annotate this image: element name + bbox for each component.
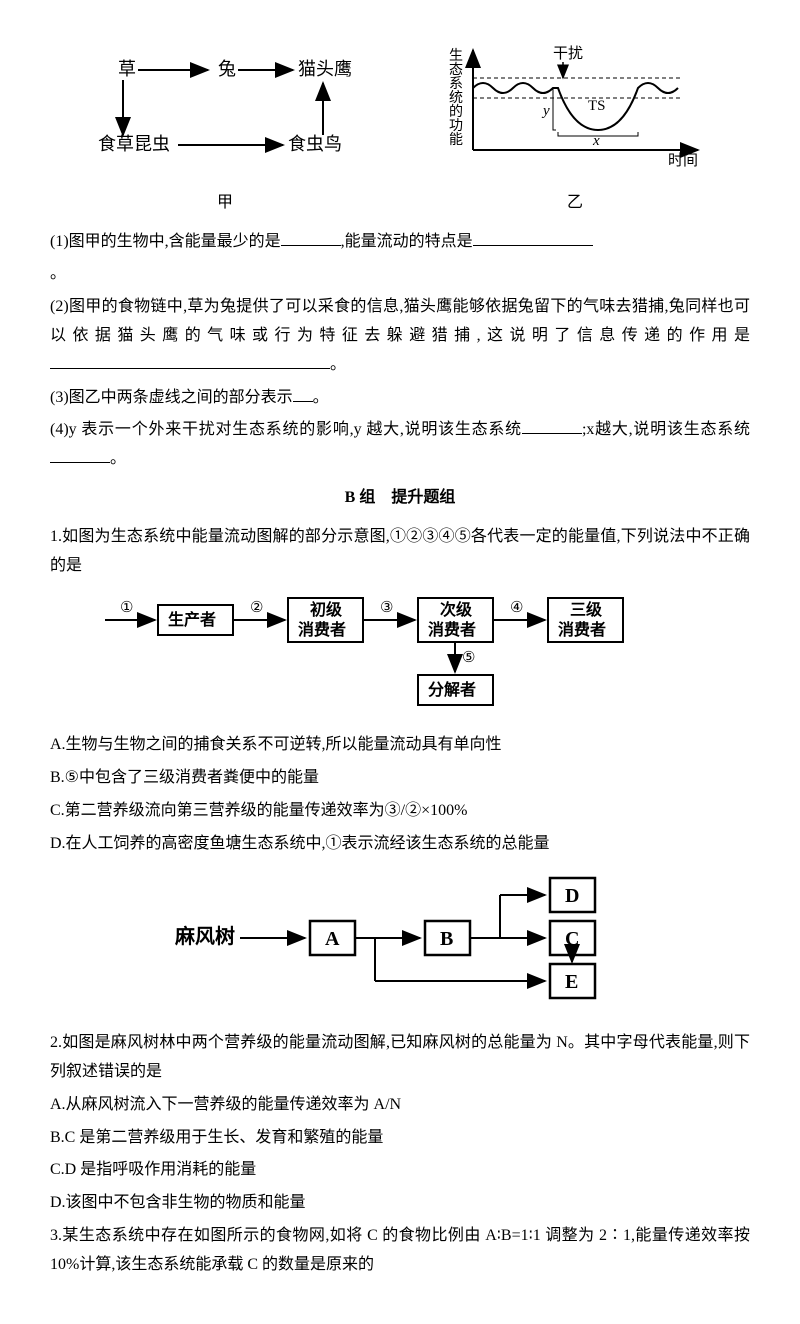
q1-text: (1)图甲的生物中,含能量最少的是 [50,233,281,250]
flow1-svg: ① 生产者 ② 初级 消费者 ③ 次级 消费者 ④ 三级 消费者 ⑤ 分解者 [100,590,700,710]
flow1-n3: ③ [380,600,393,616]
flow-diagram-1: ① 生产者 ② 初级 消费者 ③ 次级 消费者 ④ 三级 消费者 ⑤ 分解者 [50,590,750,721]
q3-text: (3)图乙中两条虚线之间的部分表示 [50,389,293,406]
q4-blank2 [50,446,110,463]
figure-row: 草 兔 猫头鹰 食草昆虫 食虫鸟 生态系统的功能 [50,40,750,181]
yi-xaxis: 时间 [668,152,698,169]
q1-line: (1)图甲的生物中,含能量最少的是 ,能量流动的特点是 [50,228,750,257]
b1-text: 1.如图为生态系统中能量流动图解的部分示意图,①②③④⑤各代表一定的能量值,下列… [50,523,750,581]
yi-ts: TS [588,98,606,114]
flow1-n4: ④ [510,600,523,616]
jia-bird: 食虫鸟 [288,134,342,154]
label-jia: 甲 [217,189,233,218]
figure-jia: 草 兔 猫头鹰 食草昆虫 食虫鸟 [88,50,368,181]
flow1-b3a: 次级 [440,600,473,619]
figure-yi: 生态系统的功能 时间 干扰 TS y x [443,40,713,181]
jia-grass: 草 [118,59,136,79]
q4-blank1 [522,417,582,434]
jia-owl: 猫头鹰 [298,59,352,79]
flow1-b3b: 消费者 [428,620,476,639]
flow2-svg: 麻风树 A B D C E [160,873,640,1003]
jia-rabbit: 兔 [218,59,236,79]
flow1-b1: 生产者 [168,610,216,629]
q2-line: (2)图甲的食物链中,草为兔提供了可以采食的信息,猫头鹰能够依据兔留下的气味去猎… [50,293,750,379]
section-b-title: B 组 提升题组 [50,484,750,513]
q1-blank2 [473,229,593,246]
yi-y: y [541,103,550,119]
yi-disturb: 干扰 [553,45,583,62]
q1-period: 。 [50,260,750,289]
q3-period: 。 [313,389,329,406]
q4b-text: ;x越大,说明该生态系统 [582,421,750,438]
b2-text: 2.如图是麻风树林中两个营养级的能量流动图解,已知麻风树的总能量为 N。其中字母… [50,1029,750,1087]
b2d: D.该图中不包含非生物的物质和能量 [50,1189,750,1218]
flow1-n5: ⑤ [462,650,475,666]
q1b-text: ,能量流动的特点是 [341,233,473,250]
flow1-n2: ② [250,600,263,616]
flow2-B: B [440,928,453,950]
figure-yi-svg: 生态系统的功能 时间 干扰 TS y x [443,40,713,170]
b2a: A.从麻风树流入下一营养级的能量传递效率为 A/N [50,1091,750,1120]
yi-yaxis: 生态系统的功能 [449,48,463,148]
q2-blank [50,352,330,369]
yi-x: x [592,133,600,149]
flow1-n1: ① [120,600,133,616]
flow1-b5: 分解者 [428,680,476,699]
b2b: B.C 是第二营养级用于生长、发育和繁殖的能量 [50,1124,750,1153]
q1-blank1 [281,229,341,246]
flow1-b4a: 三级 [570,600,603,619]
figure-labels: 甲 乙 [50,189,750,218]
q3-blank [293,385,313,402]
q2-period: 。 [330,356,346,373]
q4-line: (4)y 表示一个外来干扰对生态系统的影响,y 越大,说明该生态系统 ;x越大,说… [50,416,750,474]
b1d: D.在人工饲养的高密度鱼塘生态系统中,①表示流经该生态系统的总能量 [50,830,750,859]
flow1-b2a: 初级 [310,600,343,619]
flow1-b4b: 消费者 [558,620,606,639]
q3-line: (3)图乙中两条虚线之间的部分表示 。 [50,384,750,413]
figure-jia-svg: 草 兔 猫头鹰 食草昆虫 食虫鸟 [88,50,368,170]
flow-diagram-2: 麻风树 A B D C E [50,873,750,1014]
label-yi: 乙 [567,189,583,218]
q4-text: (4)y 表示一个外来干扰对生态系统的影响,y 越大,说明该生态系统 [50,421,522,438]
b1b: B.⑤中包含了三级消费者粪便中的能量 [50,764,750,793]
flow2-C: C [565,928,579,950]
q4-period: 。 [110,450,126,467]
flow2-tree: 麻风树 [174,924,235,948]
flow2-D: D [565,885,579,907]
b3-text: 3.某生态系统中存在如图所示的食物网,如将 C 的食物比例由 A∶B=1∶1 调… [50,1222,750,1280]
q2-text: (2)图甲的食物链中,草为兔提供了可以采食的信息,猫头鹰能够依据兔留下的气味去猎… [50,298,750,344]
flow2-A: A [325,928,340,950]
b1c: C.第二营养级流向第三营养级的能量传递效率为③/②×100% [50,797,750,826]
jia-insect: 食草昆虫 [98,134,170,154]
b1a: A.生物与生物之间的捕食关系不可逆转,所以能量流动具有单向性 [50,731,750,760]
flow2-E: E [565,971,578,993]
b2c: C.D 是指呼吸作用消耗的能量 [50,1156,750,1185]
flow1-b2b: 消费者 [298,620,346,639]
